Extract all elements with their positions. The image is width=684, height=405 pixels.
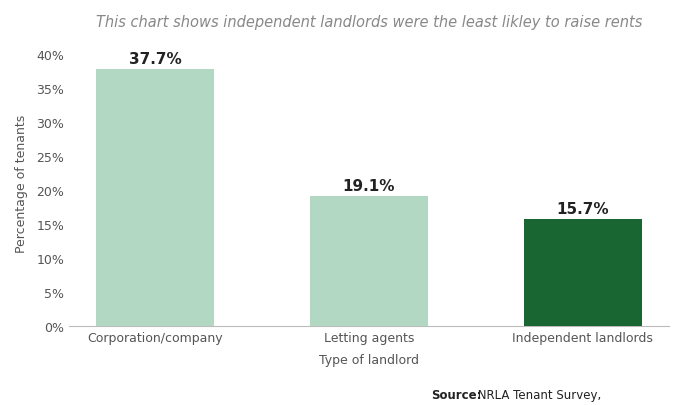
Bar	[524, 220, 642, 327]
Text: 19.1%: 19.1%	[343, 178, 395, 193]
Bar	[311, 197, 428, 327]
Bar	[96, 70, 214, 327]
Text: 15.7%: 15.7%	[557, 201, 609, 216]
Title: This chart shows independent landlords were the least likley to raise rents: This chart shows independent landlords w…	[96, 15, 642, 30]
Text: NRLA Tenant Survey,: NRLA Tenant Survey,	[474, 388, 601, 401]
Text: 37.7%: 37.7%	[129, 52, 181, 67]
X-axis label: Type of landlord: Type of landlord	[319, 353, 419, 366]
Text: Source:: Source:	[431, 388, 482, 401]
Y-axis label: Percentage of tenants: Percentage of tenants	[15, 115, 28, 253]
